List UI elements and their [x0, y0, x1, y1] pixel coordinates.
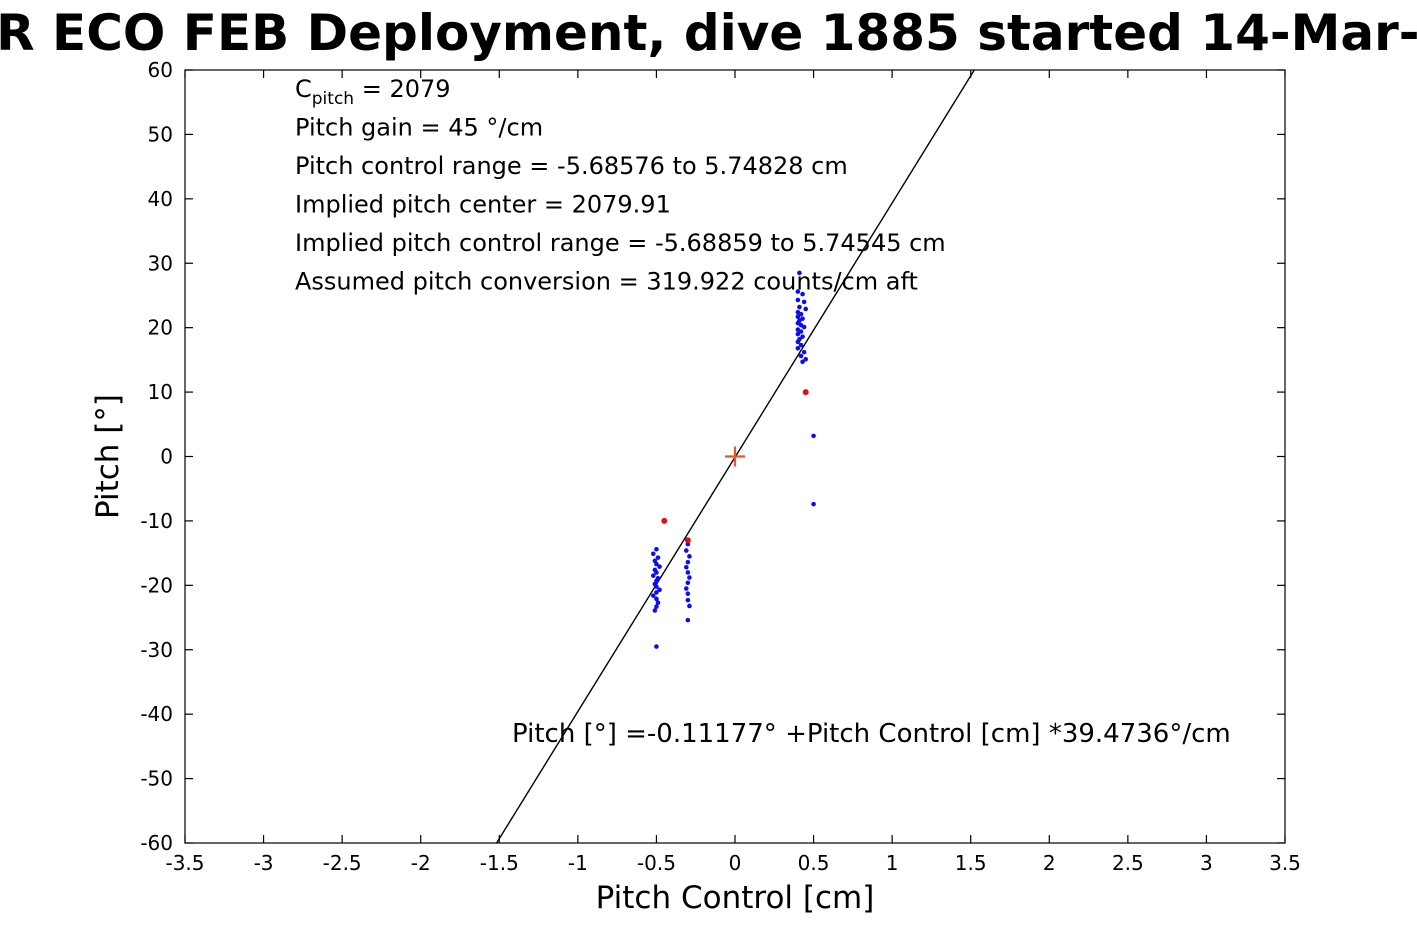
series-center-marker	[725, 446, 745, 467]
y-tick-label: 20	[148, 316, 173, 340]
data-point	[801, 324, 807, 330]
data-point	[684, 537, 691, 544]
x-tick-label: 0.5	[798, 851, 830, 875]
data-point	[795, 297, 801, 303]
data-point	[795, 314, 801, 320]
annotation-line: Implied pitch center = 2079.91	[295, 191, 671, 219]
x-tick-label: 3	[1200, 851, 1213, 875]
series-pitch-data	[650, 270, 816, 649]
data-point	[798, 353, 804, 359]
data-point	[801, 349, 807, 355]
x-tick-label: 2.5	[1112, 851, 1144, 875]
annotation-line: Pitch gain = 45 °/cm	[295, 114, 543, 142]
data-point	[654, 570, 659, 575]
data-point	[650, 593, 656, 598]
data-point	[800, 291, 805, 297]
data-point	[811, 433, 816, 439]
data-point	[661, 517, 668, 524]
y-tick-label: -30	[140, 638, 173, 662]
chart-title: TER ECO FEB Deployment, dive 1885 starte…	[0, 4, 1417, 62]
data-point	[650, 573, 656, 578]
data-point	[655, 555, 661, 560]
y-tick-label: -50	[140, 767, 173, 791]
data-point	[798, 311, 804, 317]
x-tick-label: 3.5	[1269, 851, 1301, 875]
y-tick-label: 50	[148, 122, 173, 146]
series-flagged-points	[661, 389, 809, 544]
data-point	[655, 600, 661, 606]
data-point	[685, 570, 691, 575]
data-point	[685, 597, 691, 603]
x-tick-label: -1	[568, 851, 588, 875]
x-tick-label: -3.5	[165, 851, 204, 875]
x-tick-label: -1.5	[480, 851, 519, 875]
data-point	[797, 304, 802, 310]
annotation-c-pitch: Cpitch = 2079	[295, 75, 451, 109]
data-point	[687, 575, 692, 580]
data-point	[797, 270, 802, 276]
data-point	[795, 339, 801, 345]
data-point	[687, 554, 692, 559]
x-axis-label: Pitch Control [cm]	[596, 880, 875, 916]
data-point	[687, 603, 692, 609]
data-point	[654, 596, 659, 602]
data-point	[685, 617, 691, 623]
y-tick-label: 0	[160, 445, 173, 469]
data-point	[657, 564, 662, 569]
data-point	[795, 289, 801, 294]
y-axis-label: Pitch [°]	[90, 394, 126, 519]
data-point	[798, 329, 804, 334]
x-tick-label: -3	[254, 851, 274, 875]
data-point	[683, 564, 689, 570]
fit-equation: Pitch [°] =-0.11177° +Pitch Control [cm]…	[512, 719, 1231, 749]
y-tick-label: -60	[140, 831, 173, 855]
data-point	[650, 551, 656, 557]
annotation-line: Implied pitch control range = -5.68859 t…	[295, 229, 946, 257]
data-point	[654, 590, 659, 595]
data-point	[798, 342, 804, 348]
data-point	[685, 591, 691, 597]
data-point	[802, 389, 809, 396]
x-tick-label: -0.5	[637, 851, 676, 875]
data-point	[803, 306, 809, 312]
data-point	[654, 561, 659, 567]
data-point	[685, 559, 691, 565]
data-point	[800, 334, 805, 339]
data-point	[683, 548, 689, 553]
data-point	[652, 608, 658, 613]
annotation-line: Assumed pitch conversion = 319.922 count…	[295, 268, 918, 296]
x-tick-label: 1	[886, 851, 899, 875]
data-point	[654, 546, 659, 552]
data-point	[654, 644, 659, 649]
y-tick-label: -20	[140, 573, 173, 597]
annotation-line: Pitch control range = -5.68576 to 5.7482…	[295, 152, 848, 180]
data-point	[683, 586, 689, 591]
x-tick-label: 1.5	[955, 851, 987, 875]
y-tick-label: 60	[148, 58, 173, 82]
x-tick-label: -2.5	[323, 851, 362, 875]
data-point	[654, 604, 659, 609]
data-point	[801, 299, 807, 305]
data-point	[800, 359, 805, 365]
y-tick-label: -40	[140, 702, 173, 726]
annotation-block: Cpitch = 2079 Pitch gain = 45 °/cm Pitch c…	[295, 75, 946, 296]
data-point	[685, 580, 691, 586]
y-tick-label: 30	[148, 251, 173, 275]
x-tick-label: -2	[411, 851, 431, 875]
y-tick-label: 40	[148, 187, 173, 211]
y-tick-label: -10	[140, 509, 173, 533]
data-point	[811, 501, 816, 507]
data-point	[803, 356, 809, 362]
data-point	[795, 331, 801, 337]
axis-ticks: -3.5 -3 -2.5 -2 -1.5 -1 -0.5 0 0.5 1 1.5 2 2.5 3 3.5 -6…	[140, 58, 1301, 875]
data-point	[795, 345, 801, 351]
x-tick-label: 2	[1043, 851, 1056, 875]
x-tick-label: 0	[729, 851, 742, 875]
data-point	[657, 587, 662, 593]
y-tick-label: 10	[148, 380, 173, 404]
data-point	[654, 584, 659, 589]
